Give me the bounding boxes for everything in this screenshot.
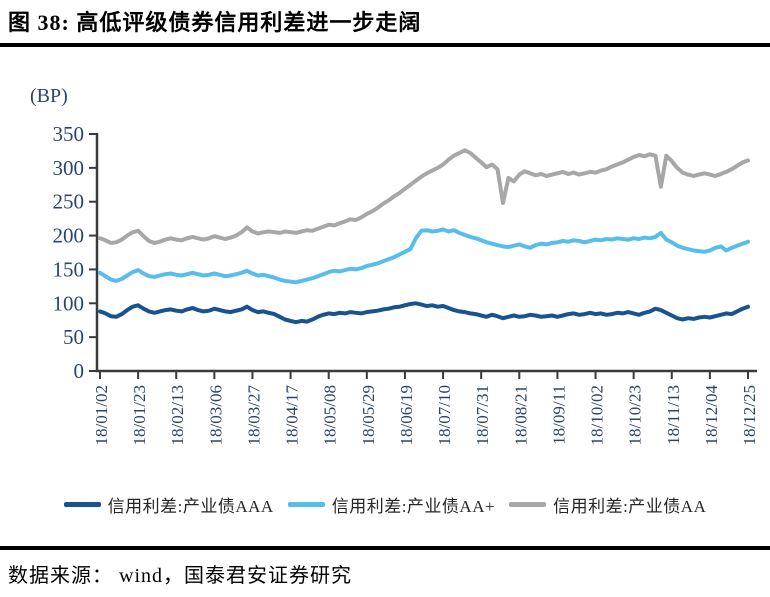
svg-text:18/11/13: 18/11/13 (664, 385, 683, 445)
svg-text:18/07/10: 18/07/10 (435, 385, 454, 445)
legend-label-aa: 信用利差:产业债AA (553, 496, 707, 516)
svg-text:18/06/19: 18/06/19 (397, 385, 416, 445)
svg-text:18/05/08: 18/05/08 (321, 385, 340, 445)
svg-text:250: 250 (53, 190, 85, 214)
svg-text:100: 100 (53, 291, 85, 315)
y-axis-unit-label: (BP) (30, 85, 68, 107)
svg-text:18/08/21: 18/08/21 (511, 385, 530, 445)
data-source-note: 数据来源： wind，国泰君安证券研究 (0, 546, 770, 588)
svg-text:18/04/17: 18/04/17 (283, 385, 302, 446)
svg-text:18/12/04: 18/12/04 (702, 385, 721, 446)
legend-line-icon-aaa (63, 501, 101, 507)
svg-text:18/09/11: 18/09/11 (549, 385, 568, 445)
svg-text:0: 0 (74, 359, 85, 383)
legend-item-aa-plus: 信用利差:产业债AA+ (287, 492, 496, 517)
svg-text:350: 350 (53, 122, 85, 146)
svg-text:200: 200 (53, 224, 85, 248)
svg-text:18/01/02: 18/01/02 (92, 385, 111, 445)
legend-item-aa: 信用利差:产业债AA (509, 492, 706, 517)
credit-spread-line-chart: 0 50 100 150 200 250 300 350 18/01/02 18/01/23 18/… (53, 122, 760, 446)
chart-area: (BP) 0 50 100 150 200 250 300 350 18/01/02 18/01/… (0, 47, 770, 487)
svg-text:18/10/23: 18/10/23 (626, 385, 645, 445)
svg-text:18/07/31: 18/07/31 (473, 385, 492, 445)
legend-item-aaa: 信用利差:产业债AAA (63, 492, 274, 517)
svg-text:18/03/06: 18/03/06 (206, 385, 225, 445)
svg-text:18/02/13: 18/02/13 (168, 385, 187, 445)
svg-text:18/12/25: 18/12/25 (740, 385, 759, 445)
chart-legend: 信用利差:产业债AAA 信用利差:产业债AA+ 信用利差:产业债AA (0, 491, 770, 517)
svg-text:18/01/23: 18/01/23 (130, 385, 149, 445)
svg-text:300: 300 (53, 156, 85, 180)
svg-text:150: 150 (53, 257, 85, 281)
legend-label-aa-plus: 信用利差:产业债AA+ (331, 496, 496, 516)
legend-label-aaa: 信用利差:产业债AAA (107, 496, 274, 516)
legend-line-icon-aa-plus (287, 501, 325, 507)
figure-title: 图 38: 高低评级债券信用利差进一步走阔 (0, 0, 770, 47)
svg-text:18/10/02: 18/10/02 (588, 385, 607, 445)
svg-text:18/03/27: 18/03/27 (244, 385, 263, 446)
svg-text:50: 50 (63, 325, 84, 349)
svg-text:18/05/29: 18/05/29 (359, 385, 378, 445)
legend-line-icon-aa (509, 501, 547, 507)
